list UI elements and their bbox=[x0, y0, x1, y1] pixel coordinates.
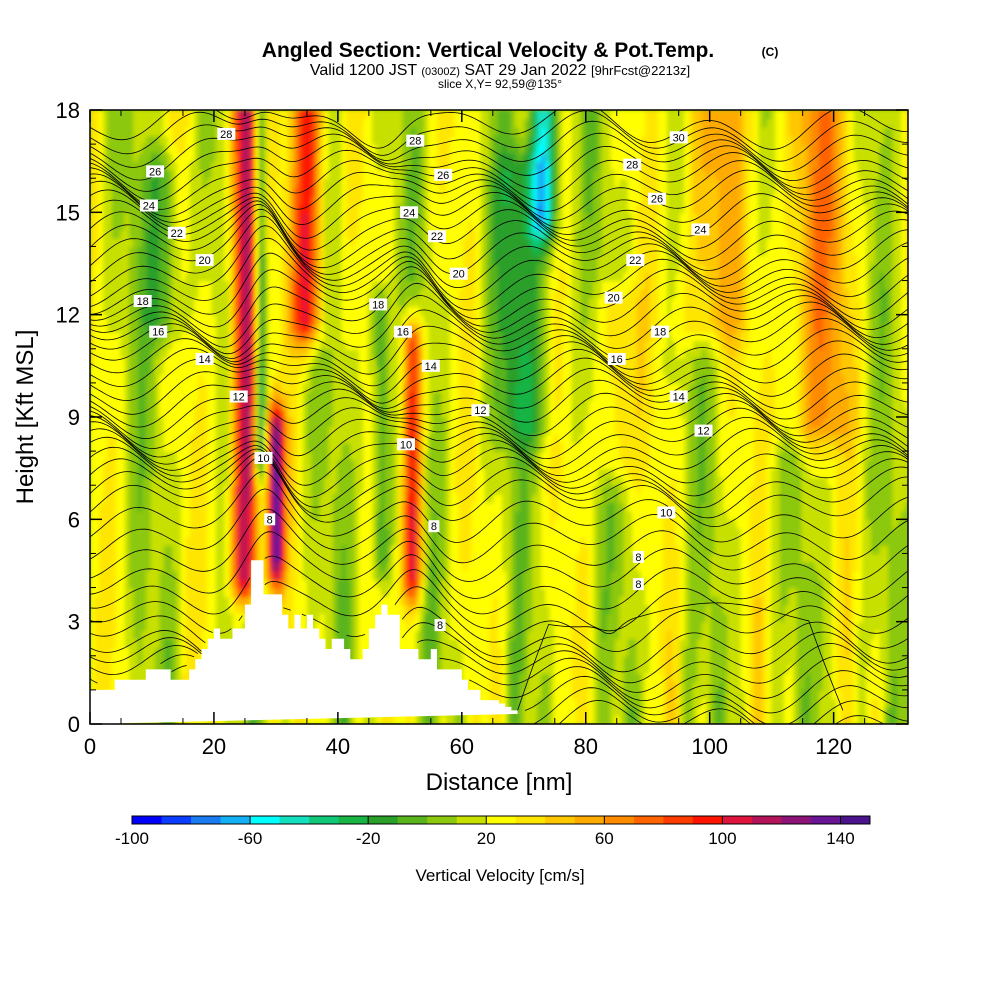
subtitle-forecast: [9hrFcst@2213z] bbox=[591, 63, 690, 78]
slice-info: slice X,Y= 92,59@135° bbox=[438, 77, 562, 91]
subtitle-valid: Valid 1200 JST bbox=[310, 62, 418, 79]
chart-title: Angled Section: Vertical Velocity & Pot.… bbox=[262, 39, 714, 62]
plot-area: 2826242220181614121082826242220181614121… bbox=[90, 103, 911, 749]
vertical-velocity-field bbox=[90, 110, 911, 725]
chart-title-suffix: (C) bbox=[762, 45, 779, 59]
cross-section-chart: Angled Section: Vertical Velocity & Pot.… bbox=[0, 0, 1000, 1000]
